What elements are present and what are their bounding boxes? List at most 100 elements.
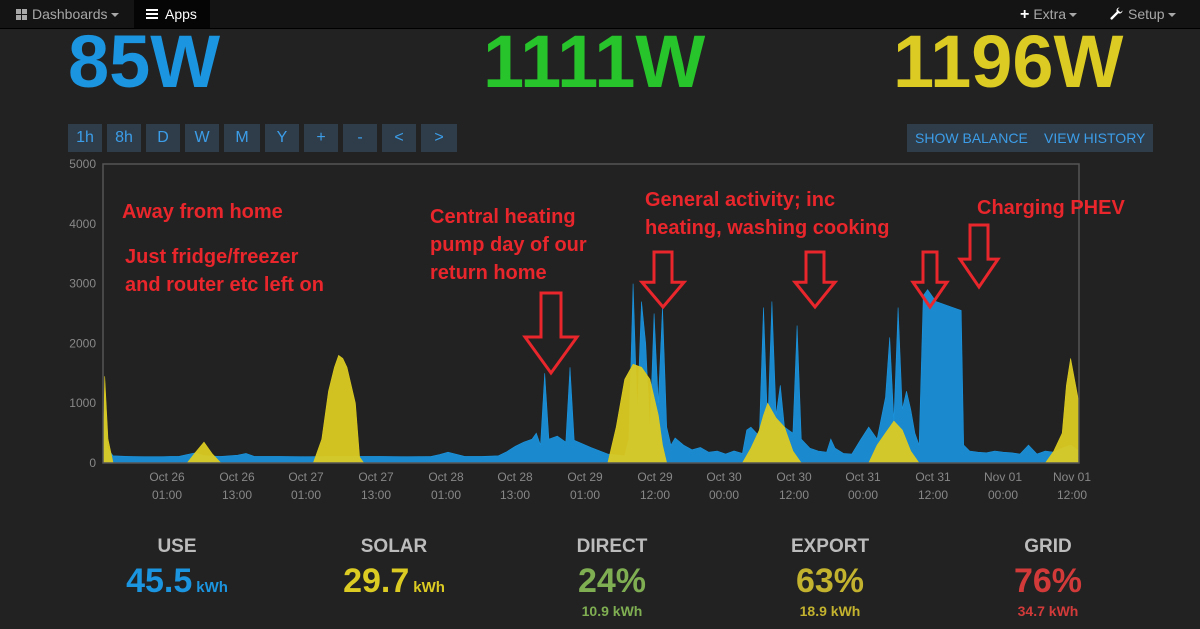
- x-tick-time: 13:00: [222, 488, 252, 502]
- x-tick-time: 01:00: [570, 488, 600, 502]
- annotation-text: Central heating: [430, 206, 576, 228]
- export-stat-label: EXPORT: [790, 536, 870, 557]
- annotation-text: General activity; inc: [645, 189, 835, 211]
- grid-stat-label: GRID: [1024, 536, 1072, 557]
- x-tick-date: Oct 26: [219, 470, 255, 484]
- nav-setup-label: Setup: [1128, 6, 1165, 22]
- solar-energy-value: 29.7: [343, 562, 410, 600]
- show-balance-button[interactable]: SHOW BALANCE: [907, 124, 1036, 152]
- y-tick-label: 0: [89, 456, 96, 470]
- x-tick-date: Nov 01: [984, 470, 1022, 484]
- x-tick-date: Oct 30: [776, 470, 812, 484]
- chevron-down-icon: [110, 13, 119, 18]
- x-tick-time: 13:00: [500, 488, 530, 502]
- total-power-value: 1196W: [893, 20, 1124, 103]
- plot-frame: [102, 163, 1080, 464]
- grid-energy-value: 34.7 kWh: [1017, 603, 1079, 619]
- x-tick-date: Oct 30: [706, 470, 742, 484]
- nav-apps[interactable]: Apps: [134, 0, 210, 28]
- range-1h-button[interactable]: 1h: [68, 124, 102, 152]
- pan-right-button[interactable]: >: [421, 124, 457, 152]
- x-tick-date: Oct 29: [637, 470, 673, 484]
- zoom-in-button[interactable]: +: [304, 124, 338, 152]
- solar-power-value: 1111W: [483, 20, 706, 103]
- solar-stat-label: SOLAR: [360, 536, 428, 557]
- top-navbar: Dashboards Apps + Extra Setup: [0, 0, 1200, 29]
- direct-percent-value: 24%: [577, 562, 647, 600]
- x-tick-time: 01:00: [431, 488, 461, 502]
- chart-annotation: Charging PHEV: [977, 197, 1125, 219]
- use-series-area: [102, 283, 1080, 464]
- direct-energy-value: 10.9 kWh: [581, 603, 643, 619]
- range-year-button[interactable]: Y: [265, 124, 299, 152]
- down-arrow-icon: [638, 250, 688, 310]
- grid-percent-value: 76%: [1013, 562, 1083, 600]
- y-tick-label: 1000: [69, 396, 96, 410]
- x-tick-time: 00:00: [988, 488, 1018, 502]
- y-tick-label: 3000: [69, 277, 96, 291]
- use-stat-label: USE: [157, 536, 197, 557]
- x-tick-time: 12:00: [918, 488, 948, 502]
- use-stat-value: 45.5 kWh: [77, 562, 277, 601]
- y-tick-label: 4000: [69, 217, 96, 231]
- x-tick-date: Oct 28: [497, 470, 533, 484]
- solar-energy-unit: kWh: [413, 579, 445, 596]
- x-tick-date: Oct 29: [567, 470, 603, 484]
- use-power-value: 85W: [68, 20, 221, 103]
- chart-annotation: Away from home: [122, 201, 283, 223]
- down-arrow-icon: [791, 250, 839, 310]
- view-history-button[interactable]: VIEW HISTORY: [1036, 124, 1154, 152]
- list-icon: [146, 9, 158, 19]
- x-tick-date: Oct 26: [149, 470, 185, 484]
- annotation-text: and router etc left on: [125, 274, 324, 296]
- nav-setup-menu[interactable]: Setup: [1110, 0, 1176, 28]
- x-tick-time: 01:00: [291, 488, 321, 502]
- nav-apps-label: Apps: [165, 6, 197, 22]
- wrench-icon: [1110, 0, 1123, 28]
- chevron-down-icon: [1069, 13, 1078, 18]
- chart-annotation: Central heating pump day of our return hom…: [430, 206, 587, 284]
- export-percent-value: 63%: [795, 562, 865, 600]
- x-tick-date: Nov 01: [1053, 470, 1091, 484]
- use-energy-unit: kWh: [196, 579, 228, 596]
- dashboard-grid-icon: [16, 9, 27, 20]
- annotation-text: Charging PHEV: [977, 197, 1125, 219]
- annotation-text: Away from home: [122, 201, 283, 223]
- nav-dashboards-label: Dashboards: [32, 6, 108, 22]
- nav-extra-menu[interactable]: + Extra: [1020, 0, 1078, 28]
- x-tick-date: Oct 28: [428, 470, 464, 484]
- down-arrow-icon: [910, 250, 950, 310]
- x-tick-time: 12:00: [640, 488, 670, 502]
- range-day-button[interactable]: D: [146, 124, 180, 152]
- export-energy-value: 18.9 kWh: [799, 603, 861, 619]
- solar-stat-value: 29.7 kWh: [294, 562, 494, 601]
- x-tick-date: Oct 31: [915, 470, 951, 484]
- chart-annotation: General activity; inc heating, washing co…: [645, 189, 889, 239]
- power-chart[interactable]: 0 1000 2000 3000 4000 5000 Oct 26 01:00 Oct 26 1…: [0, 150, 1200, 510]
- zoom-out-button[interactable]: -: [343, 124, 377, 152]
- range-week-button[interactable]: W: [185, 124, 219, 152]
- x-tick-time: 01:00: [152, 488, 182, 502]
- y-tick-label: 2000: [69, 336, 96, 350]
- x-tick-time: 12:00: [779, 488, 809, 502]
- x-tick-time: 00:00: [709, 488, 739, 502]
- x-tick-time: 00:00: [848, 488, 878, 502]
- chevron-down-icon: [1167, 13, 1176, 18]
- plus-icon: +: [1020, 6, 1030, 23]
- x-tick-time: 12:00: [1057, 488, 1087, 502]
- range-month-button[interactable]: M: [224, 124, 260, 152]
- x-tick-date: Oct 31: [845, 470, 881, 484]
- x-tick-time: 13:00: [361, 488, 391, 502]
- x-tick-date: Oct 27: [358, 470, 394, 484]
- annotation-text: return home: [430, 262, 547, 284]
- y-tick-label: 5000: [69, 157, 96, 171]
- nav-extra-label: Extra: [1033, 6, 1067, 22]
- range-8h-button[interactable]: 8h: [107, 124, 141, 152]
- annotation-text: pump day of our: [430, 234, 587, 256]
- pan-left-button[interactable]: <: [382, 124, 416, 152]
- down-arrow-icon: [957, 223, 1001, 290]
- nav-dashboards-menu[interactable]: Dashboards: [16, 0, 119, 28]
- direct-stat-label: DIRECT: [576, 536, 648, 557]
- use-energy-value: 45.5: [126, 562, 193, 600]
- x-tick-date: Oct 27: [288, 470, 324, 484]
